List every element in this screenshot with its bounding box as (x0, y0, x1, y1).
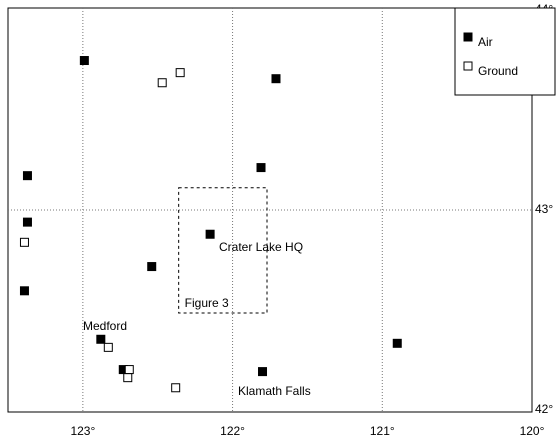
legend-label: Air (478, 35, 493, 49)
data-point (19, 286, 29, 296)
y-tick-label: 43° (535, 202, 553, 216)
x-tick-label: 121° (370, 424, 395, 438)
place-label: Crater Lake HQ (219, 240, 303, 254)
data-point (258, 367, 268, 377)
legend-box (454, 7, 556, 96)
data-point (103, 342, 113, 352)
legend-marker (463, 32, 473, 42)
place-label: Medford (83, 319, 127, 333)
data-point (157, 78, 167, 88)
data-point (147, 262, 157, 272)
data-point (96, 334, 106, 344)
x-tick-label: 123° (70, 424, 95, 438)
data-point (256, 163, 266, 173)
y-tick-label: 42° (535, 402, 553, 416)
data-point (22, 217, 32, 227)
region-box (178, 187, 268, 314)
data-point (22, 171, 32, 181)
region-label: Figure 3 (185, 296, 229, 310)
data-point (19, 237, 29, 247)
legend-label: Ground (478, 64, 518, 78)
data-point (271, 74, 281, 84)
x-tick-label: 120° (520, 424, 545, 438)
data-point (392, 338, 402, 348)
data-point (124, 365, 134, 375)
data-point (171, 383, 181, 393)
data-point (205, 229, 215, 239)
data-point (123, 373, 133, 383)
x-tick-label: 122° (220, 424, 245, 438)
data-point (175, 68, 185, 78)
data-point (79, 56, 89, 66)
legend-marker (463, 61, 473, 71)
place-label: Klamath Falls (238, 384, 311, 398)
